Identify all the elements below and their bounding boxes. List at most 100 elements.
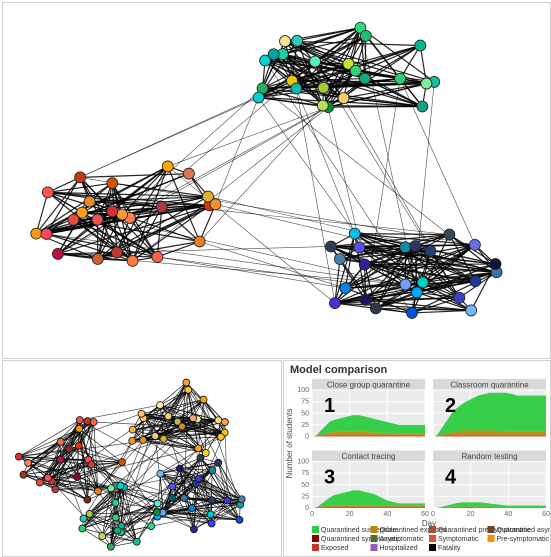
network-node bbox=[415, 40, 426, 51]
network-node bbox=[215, 459, 222, 466]
network-node bbox=[197, 454, 204, 461]
panel-number: 4 bbox=[445, 467, 457, 489]
network-top-panel bbox=[2, 2, 551, 359]
network-node bbox=[140, 437, 147, 444]
network-node bbox=[183, 379, 190, 386]
network-node bbox=[152, 433, 159, 440]
network-node bbox=[165, 413, 172, 420]
network-node bbox=[75, 442, 82, 449]
network-node bbox=[400, 279, 411, 290]
network-node bbox=[417, 101, 428, 112]
network-node bbox=[200, 396, 207, 403]
network-node bbox=[417, 277, 428, 288]
svg-text:0: 0 bbox=[310, 511, 314, 518]
network-node bbox=[406, 307, 417, 318]
network-node bbox=[208, 520, 215, 527]
network-node bbox=[148, 523, 155, 530]
network-node bbox=[360, 30, 371, 41]
network-node bbox=[238, 496, 245, 503]
svg-text:25: 25 bbox=[301, 493, 309, 500]
network-node bbox=[470, 276, 481, 287]
network-node bbox=[359, 259, 370, 270]
network-node bbox=[25, 459, 32, 466]
network-node bbox=[107, 206, 118, 217]
network-node bbox=[42, 187, 53, 198]
network-node bbox=[84, 418, 91, 425]
legend-item-label: Symptomatic bbox=[438, 536, 479, 543]
network-node bbox=[117, 209, 128, 220]
network-node bbox=[99, 533, 106, 540]
network-node bbox=[129, 426, 136, 433]
network-node bbox=[190, 415, 197, 422]
network-node bbox=[411, 287, 422, 298]
network-node bbox=[334, 254, 345, 265]
network-node bbox=[181, 495, 188, 502]
network-node bbox=[410, 240, 421, 251]
network-node bbox=[36, 479, 43, 486]
network-node bbox=[217, 433, 224, 440]
network-node bbox=[111, 247, 122, 258]
panel-number: 2 bbox=[445, 395, 456, 417]
network-node bbox=[310, 56, 321, 67]
svg-text:25: 25 bbox=[301, 422, 309, 429]
legend-item-label: Exposed bbox=[321, 545, 348, 552]
legend-item-label: Quarantined asymptomatic bbox=[497, 527, 551, 534]
network-node bbox=[340, 283, 351, 294]
network-node bbox=[117, 482, 124, 489]
svg-text:50: 50 bbox=[301, 410, 309, 417]
legend-item-label: Pre-symptomatic bbox=[497, 536, 550, 543]
network-node bbox=[183, 168, 194, 179]
network-node bbox=[236, 516, 243, 523]
svg-text:60: 60 bbox=[421, 511, 429, 518]
svg-text:100: 100 bbox=[297, 459, 309, 466]
svg-text:75: 75 bbox=[301, 399, 309, 406]
network-node bbox=[421, 78, 432, 89]
network-node bbox=[112, 514, 119, 521]
network-node bbox=[138, 410, 145, 417]
network-node bbox=[31, 228, 42, 239]
network-node bbox=[133, 538, 140, 545]
network-node bbox=[80, 515, 87, 522]
network-node bbox=[359, 73, 370, 84]
network-node bbox=[76, 425, 83, 432]
network-node bbox=[224, 497, 231, 504]
network-node bbox=[57, 438, 64, 445]
network-node bbox=[195, 445, 202, 452]
network-node bbox=[215, 417, 222, 424]
network-node bbox=[209, 467, 216, 474]
network-node bbox=[44, 474, 51, 481]
network-node bbox=[107, 178, 118, 189]
network-node bbox=[41, 228, 52, 239]
panel-number: 1 bbox=[324, 395, 335, 417]
network-node bbox=[152, 251, 163, 262]
network-node bbox=[52, 248, 63, 259]
network-node bbox=[179, 423, 186, 430]
network-node bbox=[52, 486, 59, 493]
svg-text:75: 75 bbox=[301, 470, 309, 477]
svg-text:0: 0 bbox=[305, 434, 309, 441]
panel-number: 3 bbox=[324, 467, 335, 489]
svg-text:50: 50 bbox=[301, 482, 309, 489]
network-node bbox=[370, 303, 381, 314]
svg-text:0: 0 bbox=[305, 505, 309, 512]
network-bottom-left-panel bbox=[2, 360, 282, 557]
network-node bbox=[118, 459, 125, 466]
svg-text:100: 100 bbox=[297, 387, 309, 394]
network-node bbox=[77, 207, 88, 218]
network-node bbox=[88, 461, 95, 468]
network-node bbox=[350, 65, 361, 76]
svg-text:20: 20 bbox=[346, 511, 354, 518]
network-node bbox=[162, 161, 173, 172]
network-node bbox=[169, 494, 176, 501]
network-node bbox=[154, 500, 161, 507]
network-node bbox=[20, 471, 27, 478]
network-node bbox=[466, 305, 477, 316]
svg-text:20: 20 bbox=[467, 511, 475, 518]
network-node bbox=[338, 93, 349, 104]
network-node bbox=[153, 509, 160, 516]
network-node bbox=[268, 49, 279, 60]
network-node bbox=[444, 229, 455, 240]
network-node bbox=[318, 82, 329, 93]
network-node bbox=[329, 298, 340, 309]
network-node bbox=[92, 214, 103, 225]
